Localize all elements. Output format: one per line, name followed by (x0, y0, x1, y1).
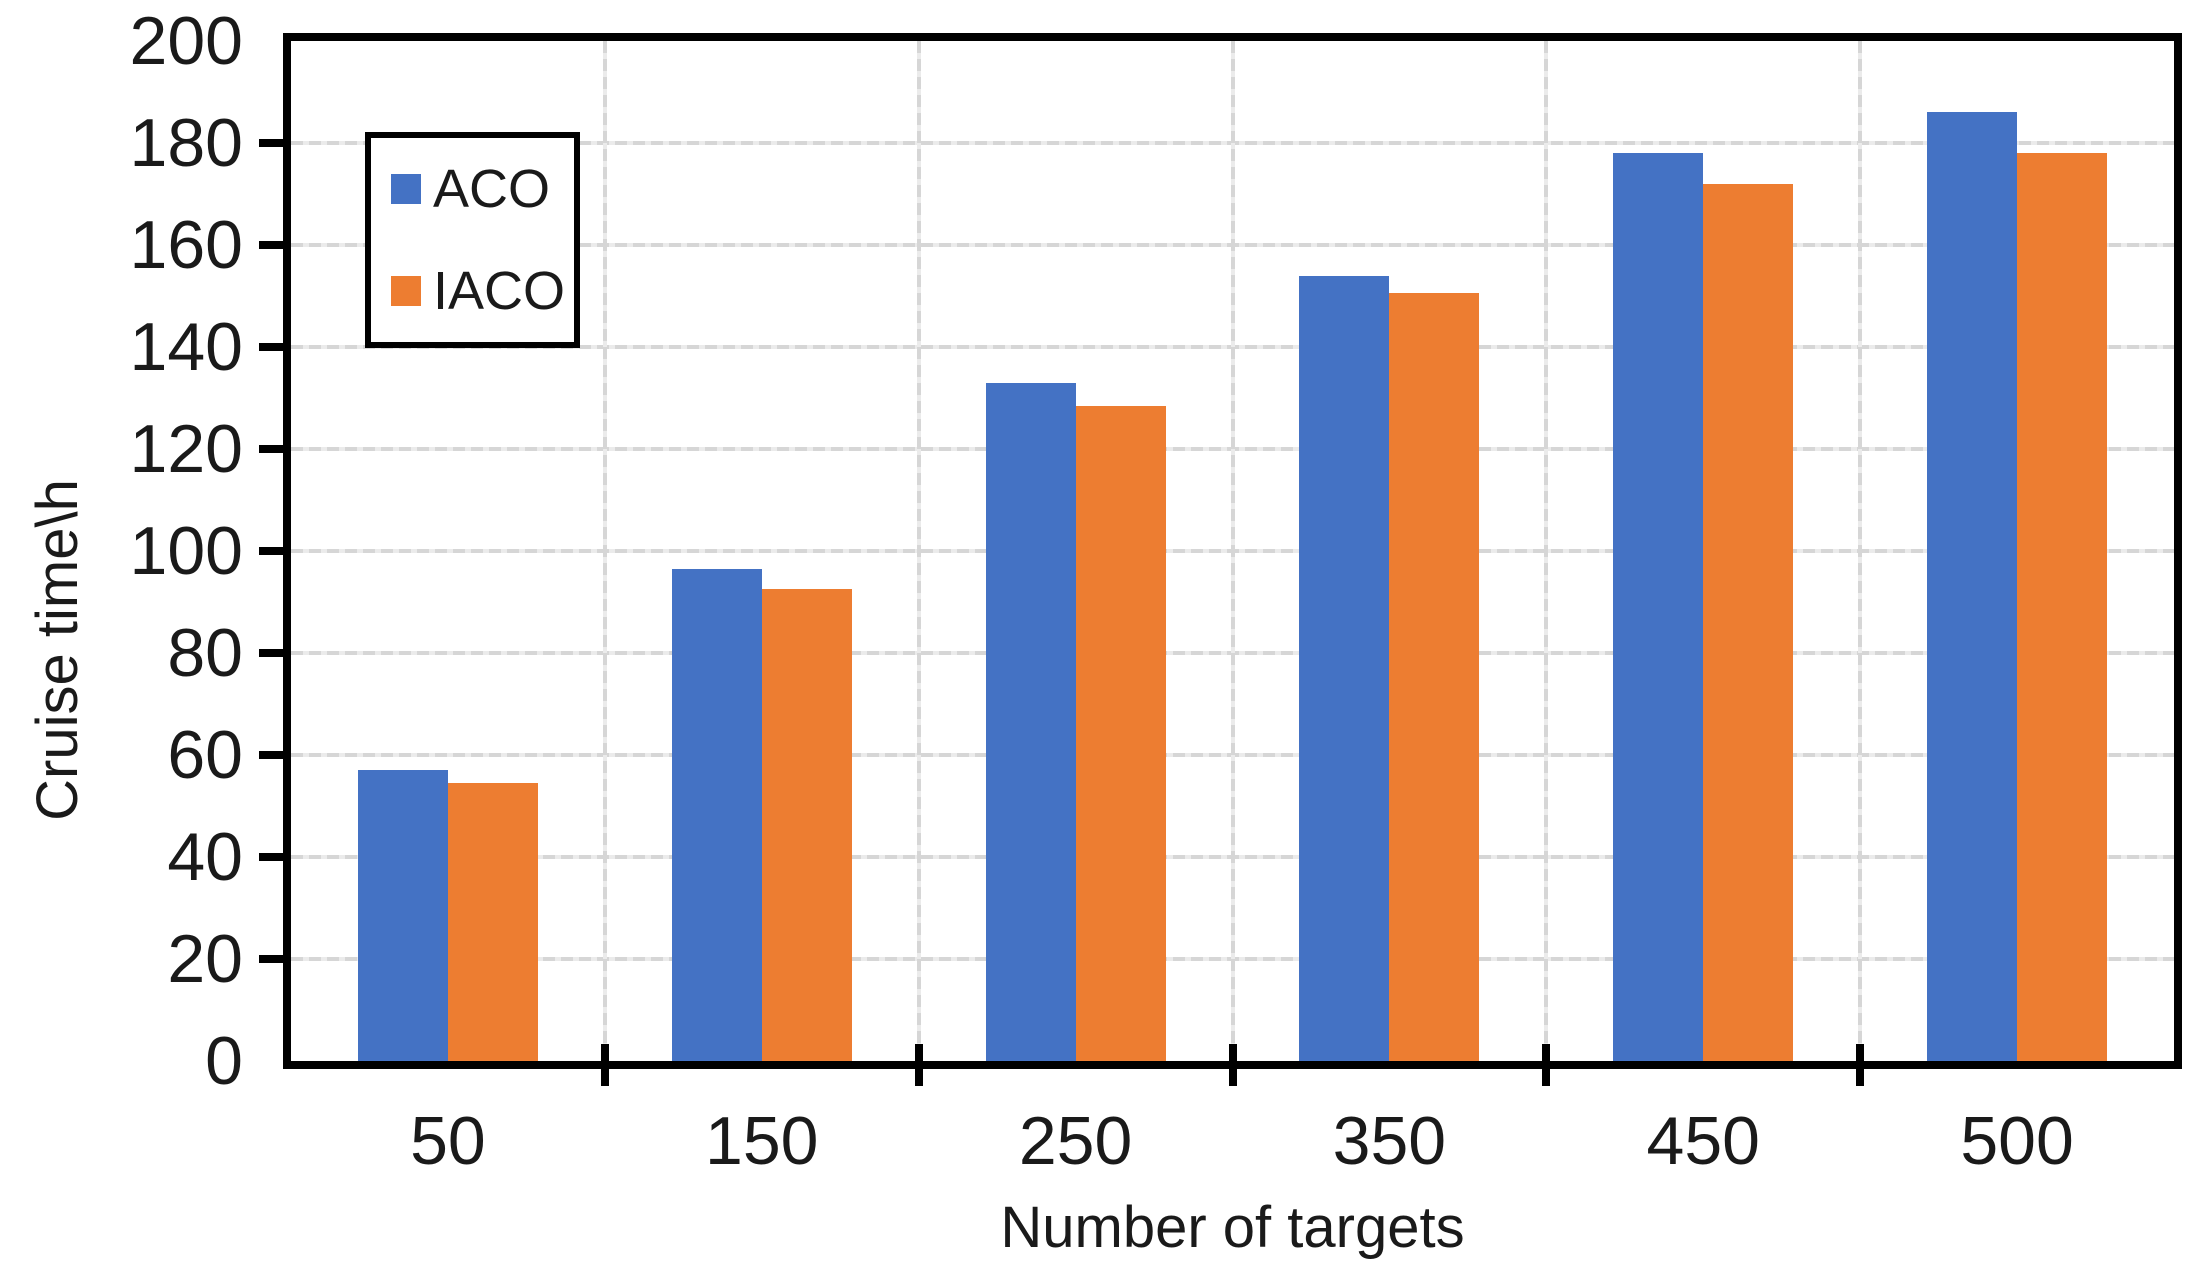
x-gridline (1544, 41, 1549, 1061)
y-tick-label-180: 180 (129, 105, 243, 181)
y-axis-tick-80 (259, 649, 283, 657)
x-axis-tick (1856, 1044, 1865, 1086)
bar-aco-450 (1613, 153, 1704, 1061)
legend-label-iaco: IACO (433, 261, 566, 321)
y-axis-tick-20 (259, 955, 283, 963)
y-axis-tick-40 (259, 853, 283, 861)
x-axis-tick (600, 1044, 609, 1086)
legend: ACO IACO (365, 132, 580, 348)
y-tick-label-160: 160 (129, 207, 243, 283)
y-axis-tick-60 (259, 751, 283, 759)
x-gridline (1230, 41, 1235, 1061)
bar-iaco-50 (447, 783, 538, 1061)
bar-iaco-250 (1075, 405, 1166, 1061)
legend-swatch-aco (391, 174, 421, 204)
x-tick-label-250: 250 (1018, 1103, 1133, 1179)
y-tick-label-60: 60 (167, 717, 243, 793)
bar-aco-250 (985, 382, 1076, 1061)
x-tick-label-350: 350 (1332, 1103, 1447, 1179)
bar-aco-350 (1299, 275, 1390, 1061)
legend-item-iaco: IACO (371, 240, 574, 342)
bar-aco-500 (1927, 112, 2018, 1061)
y-tick-label-140: 140 (129, 309, 243, 385)
x-axis-tick (1228, 1044, 1237, 1086)
x-axis-tick (914, 1044, 923, 1086)
x-tick-label-500: 500 (1960, 1103, 2074, 1179)
y-axis-tick-120 (259, 445, 283, 453)
y-tick-label-40: 40 (167, 819, 243, 895)
y-tick-label-80: 80 (167, 615, 243, 691)
x-axis-tick (1542, 1044, 1551, 1086)
bar-aco-50 (357, 770, 448, 1061)
y-axis-title: Cruise time\h (25, 479, 90, 821)
x-gridline (602, 41, 607, 1061)
y-tick-label-100: 100 (129, 513, 243, 589)
legend-label-aco: ACO (433, 159, 551, 219)
y-tick-label-20: 20 (167, 921, 243, 997)
bar-iaco-350 (1389, 293, 1480, 1061)
y-tick-label-200: 200 (129, 3, 243, 79)
bar-iaco-150 (761, 589, 852, 1061)
y-axis-tick-100 (259, 547, 283, 555)
x-gridline (916, 41, 921, 1061)
plot-area: 0 20 40 60 80 100 120 140 160 180 200 50 150 250 350 45… (130, 5, 2174, 1177)
y-axis-tick-140 (259, 343, 283, 351)
x-gridline (1858, 41, 1863, 1061)
y-axis-tick-160 (259, 241, 283, 249)
x-axis-title: Number of targets (1000, 1195, 1465, 1260)
x-tick-label-150: 150 (705, 1103, 819, 1179)
y-tick-label-0: 0 (205, 1023, 243, 1099)
legend-item-aco: ACO (371, 138, 574, 240)
bar-iaco-450 (1703, 183, 1794, 1061)
bar-iaco-500 (2017, 153, 2108, 1061)
x-tick-label-450: 450 (1646, 1103, 1760, 1179)
x-tick-label-50: 50 (410, 1103, 486, 1179)
legend-swatch-iaco (391, 276, 421, 306)
y-axis-tick-180 (259, 139, 283, 147)
y-tick-label-120: 120 (129, 411, 243, 487)
bar-aco-150 (671, 568, 762, 1061)
